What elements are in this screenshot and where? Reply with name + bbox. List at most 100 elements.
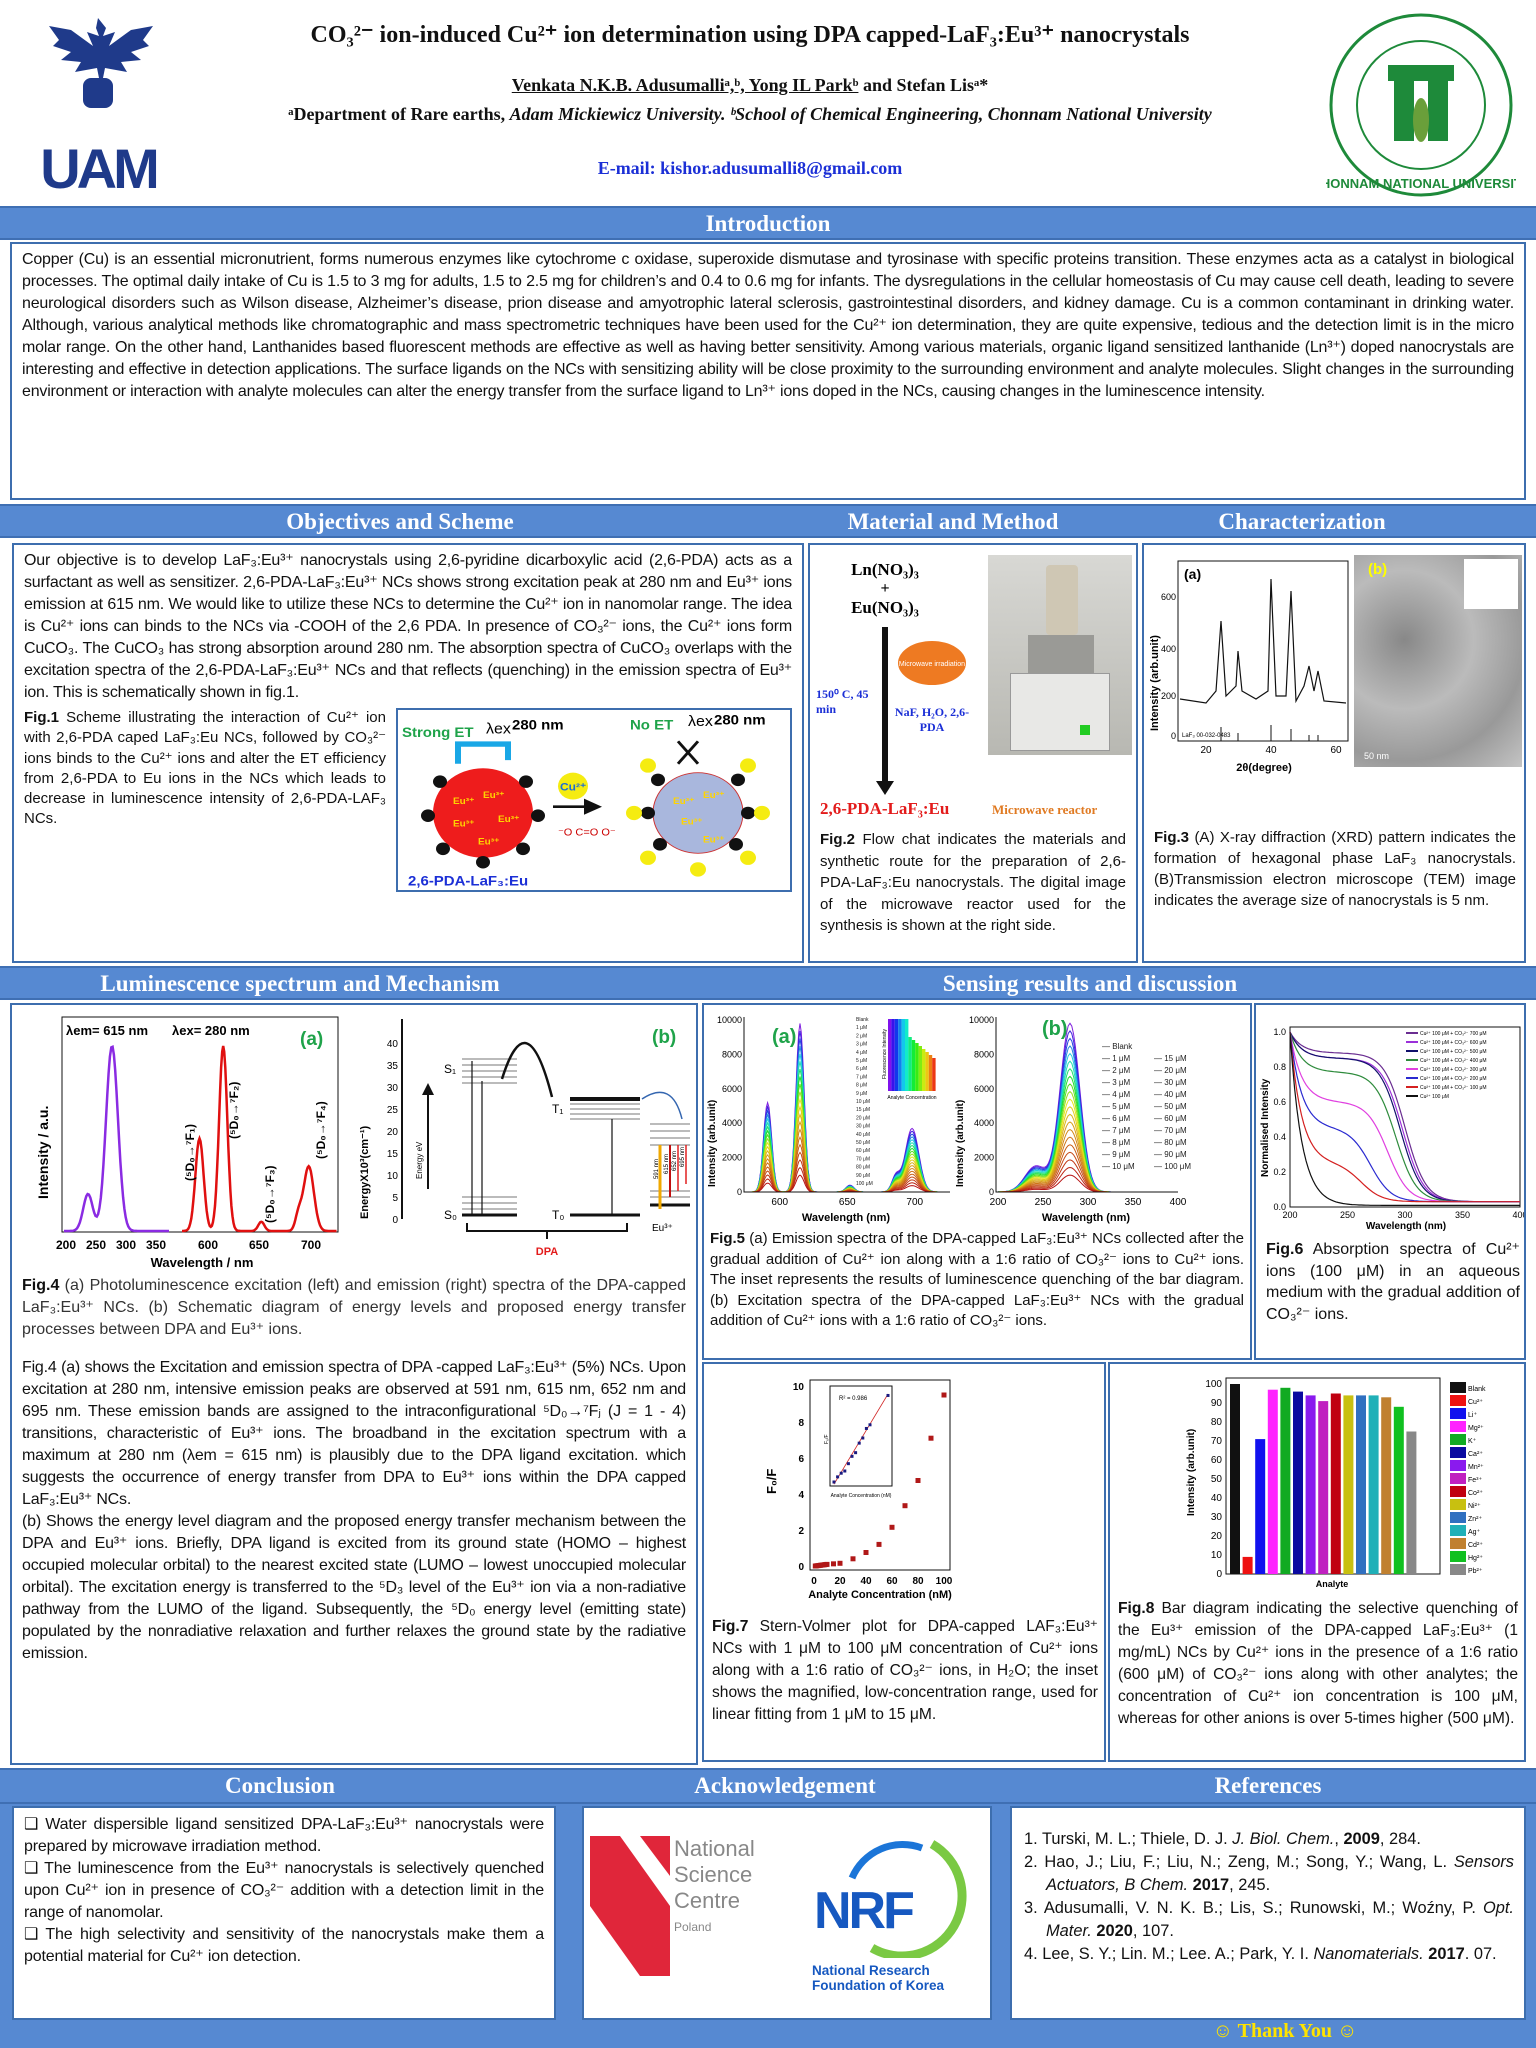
- fig6-label: Fig.6: [1266, 1241, 1304, 1258]
- svg-text:Eu³⁺: Eu³⁺: [681, 817, 702, 827]
- fig6-xlabel: Wavelength (nm): [1366, 1221, 1446, 1231]
- fig5a-legend-item: 50 μM: [856, 1140, 870, 1146]
- svg-text:S₁: S₁: [444, 1062, 456, 1076]
- reference-authors: Hao, J.; Liu, F.; Liu, N.; Zeng, M.; Son…: [1044, 1853, 1454, 1871]
- fig8-bar: [1318, 1401, 1329, 1574]
- ncn-text-3: Centre: [674, 1888, 741, 1913]
- fig7-xlabel: Analyte Concentration (nM): [808, 1589, 952, 1601]
- reference-item: 1. Turski, M. L.; Thiele, D. J. J. Biol.…: [1024, 1828, 1514, 1851]
- fig5b-ytick: 4000: [974, 1118, 994, 1128]
- reference-journal: Nanomaterials.: [1313, 1945, 1424, 1963]
- fig8-bar: [1381, 1397, 1392, 1574]
- fig8-bar: [1267, 1389, 1278, 1574]
- fig5-inset-bar: [894, 1019, 899, 1091]
- ncn-text-2: Science: [674, 1862, 753, 1887]
- svg-text:650: 650: [249, 1238, 269, 1252]
- fig1-row: Fig.1 Scheme illustrating the interactio…: [24, 708, 792, 892]
- fig5-inset-bar: [898, 1019, 902, 1091]
- fig8-ytick: 10: [1211, 1550, 1223, 1561]
- svg-text:Eu³⁺: Eu³⁺: [703, 790, 724, 800]
- fig5a-legend-item: 1 μM: [856, 1025, 867, 1031]
- fig6-xtick: 350: [1455, 1210, 1470, 1220]
- fig8-ytick: 100: [1205, 1379, 1222, 1390]
- fig8-ytick: 50: [1211, 1474, 1223, 1485]
- tem-image: (b) 50 nm: [1354, 555, 1522, 767]
- email[interactable]: E-mail: kishor.adusumalli8@gmail.com: [597, 158, 903, 178]
- svg-text:Eu³⁺: Eu³⁺: [478, 837, 499, 847]
- row3-banner: Luminescence spectrum and Mechanism Sens…: [0, 966, 1536, 1000]
- fig7-inset-xlabel: Analyte Concentration (nM): [831, 1493, 892, 1499]
- fig8-legend-swatch: [1450, 1525, 1466, 1536]
- conditions: 150⁰ C, 45 min: [816, 687, 869, 716]
- fig6-ytick: 0.6: [1273, 1097, 1286, 1107]
- fig6-xtick: 250: [1340, 1210, 1355, 1220]
- fig5a-legend-item: 5 μM: [856, 1058, 867, 1064]
- fig6-legend-item: Cu²⁺ 100 μM + CO₃²⁻ 200 μM: [1420, 1076, 1487, 1082]
- excitation-curve: [64, 1044, 169, 1233]
- fig4b-ytick: 25: [387, 1105, 399, 1116]
- fig5b-legend-item: — 15 μM: [1154, 1054, 1187, 1063]
- acknowledgement-heading: Acknowledgement: [694, 1773, 876, 1798]
- emission-curve: [182, 1045, 337, 1233]
- fig8-xlabel: Analyte: [1316, 1579, 1349, 1589]
- fig7-label: Fig.7: [712, 1618, 749, 1635]
- microwave-cloud: [898, 641, 966, 685]
- fig5a-ylabel: Intensity (arb.unit): [707, 1100, 718, 1187]
- svg-text:Eu³⁺: Eu³⁺: [652, 1223, 673, 1234]
- fig5b-legend-item: — 7 μM: [1102, 1126, 1131, 1135]
- fig8-ytick: 70: [1211, 1436, 1223, 1447]
- fig8-ytick: 60: [1211, 1455, 1223, 1466]
- fig8-legend-swatch: [1450, 1434, 1466, 1445]
- fig5b-xtick: 200: [990, 1197, 1007, 1208]
- reference-item: 4. Lee, S. Y.; Lin. M.; Lee. A.; Park, Y…: [1024, 1943, 1514, 1966]
- fig8-bar: [1330, 1393, 1341, 1574]
- fig8-box: Intensity (arb.unit) 0 10 20 30 40 50 60 70 80 90…: [1108, 1362, 1526, 1762]
- fig7-caption-text: Stern-Volmer plot for DPA-capped LAF₃:Eu…: [712, 1618, 1098, 1723]
- fig5a-xtick: 600: [771, 1197, 788, 1208]
- fig5a-legend-item: 100 μM: [856, 1181, 873, 1187]
- cu-label: Cu²⁺: [560, 782, 586, 793]
- fig7-xtick: 60: [886, 1576, 898, 1587]
- reference-journal: Sensors Actuators, B Chem.: [1046, 1853, 1514, 1894]
- fig6-caption-text: Absorption spectra of Cu²⁺ ions (100 μM)…: [1266, 1241, 1520, 1323]
- reference-year: 2017: [1192, 1876, 1230, 1894]
- fig8-caption: Fig.8 Bar diagram indicating the selecti…: [1118, 1598, 1518, 1730]
- uam-logo: UAM: [28, 8, 168, 200]
- fig8-legend-item: Ag⁺: [1468, 1529, 1481, 1536]
- svg-text:Eu³⁺: Eu³⁺: [703, 835, 724, 845]
- fig7-inset-ylabel: F₀/F: [824, 1434, 830, 1444]
- fig8-legend-swatch: [1450, 1408, 1466, 1419]
- fig6-xtick: 400: [1512, 1210, 1524, 1220]
- fig8-legend-swatch: [1450, 1447, 1466, 1458]
- fig5-spectra: Intensity (arb.unit) Intensity (arb.unit…: [707, 1015, 1191, 1224]
- fig4b-energy-diagram: EnergyX10³(cm⁻¹) 0 5 10 15 20 25 30 35 40 Energy…: [359, 1019, 690, 1258]
- fig7-inset-point: [850, 1454, 854, 1458]
- fig7-inset-point: [857, 1441, 861, 1445]
- fig5b-xlabel: Wavelength (nm): [1042, 1212, 1131, 1224]
- method-product: 2,6-PDA-LaF₃:Eu: [820, 799, 950, 818]
- reference-authors: Adusumalli, V. N. K. B.; Lis, S.; Runows…: [1043, 1899, 1484, 1917]
- fig7-inset-point: [861, 1436, 865, 1440]
- fig5b-ytick: 8000: [974, 1049, 994, 1059]
- fig4b-ytick: 35: [387, 1061, 399, 1072]
- svg-text:615 nm: 615 nm: [664, 1154, 670, 1174]
- fig7-point: [831, 1561, 836, 1567]
- fig5a-legend-item: 6 μM: [856, 1066, 867, 1072]
- fig5b-legend-item: — 20 μM: [1154, 1066, 1187, 1075]
- fig4-discussion-1: Fig.4 (a) shows the Excitation and emiss…: [22, 1359, 686, 1508]
- fig5b-xtick: 400: [1170, 1197, 1187, 1208]
- affiliation-a: ᵃDepartment of Rare earths,: [288, 104, 510, 124]
- fig7-ytick: 2: [798, 1526, 804, 1537]
- fig5a-ytick: 2000: [722, 1153, 742, 1163]
- fig5b-legend-item: — 100 μM: [1154, 1162, 1191, 1171]
- affiliation-b: ᵇSchool of Chemical Engineering, Chonnam…: [725, 104, 1212, 124]
- bottom-banner: Conclusion Acknowledgement References: [0, 1768, 1536, 1804]
- fig4-text-column: Fig.4 (a) Photoluminescence excitation (…: [22, 1275, 686, 1665]
- reagents: NaF, H₂O, 2,6-PDA: [894, 705, 970, 734]
- objectives-box: Our objective is to develop LaF₃:Eu³⁺ na…: [12, 543, 804, 963]
- fig5a-ytick: 4000: [722, 1118, 742, 1128]
- lambda-value-left: 280 nm: [512, 718, 564, 733]
- conclusion-3: ❑ The high selectivity and sensitivity o…: [24, 1926, 544, 1965]
- lambda-em-label: λem= 615 nm: [66, 1023, 148, 1038]
- fig4b-ytick: 15: [387, 1149, 399, 1160]
